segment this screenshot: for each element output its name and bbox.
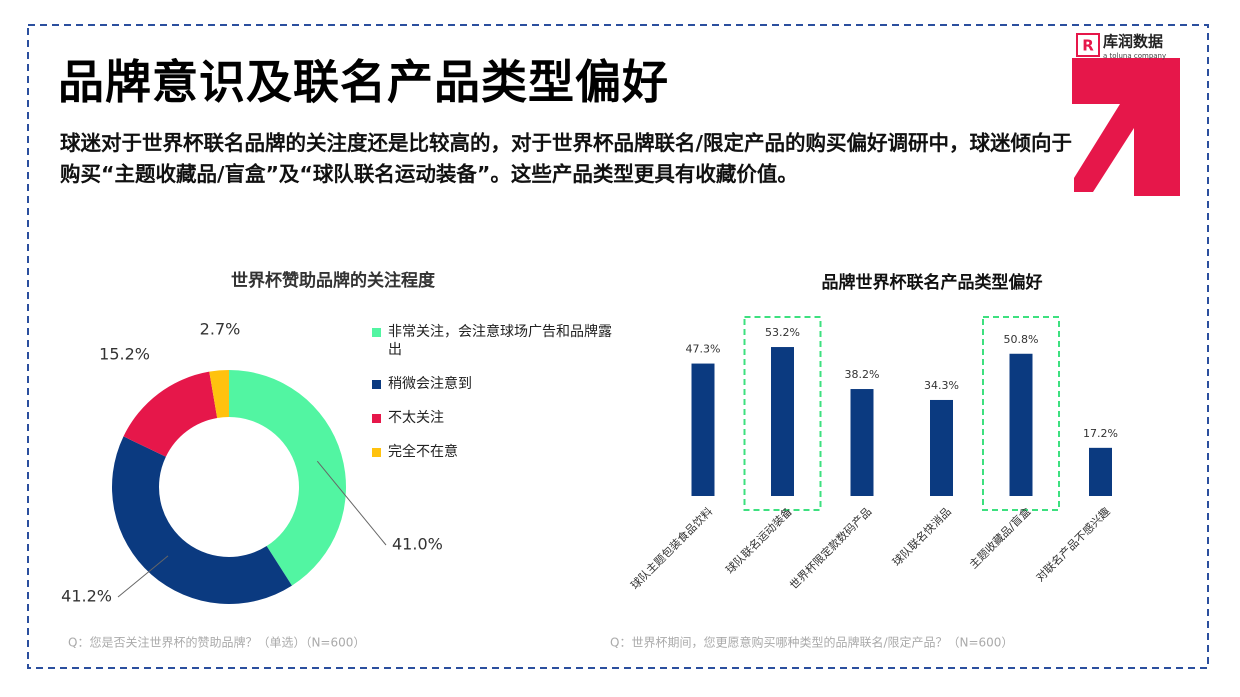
highlight-box: [982, 316, 1060, 511]
logo-arrow: [1072, 58, 1180, 196]
leader-line: [117, 555, 169, 598]
legend-label: 完全不在意: [388, 444, 458, 460]
data-label: 53.2%: [765, 326, 800, 339]
legend-entry: 完全不在意: [372, 443, 612, 461]
data-label: 50.8%: [1004, 333, 1039, 346]
data-label: 2.7%: [200, 320, 241, 339]
legend: 非常关注，会注意球场广告和品牌露出稍微会注意到 不太关注完全不在意: [372, 323, 612, 477]
legend-entry: 稍微会注意到: [372, 375, 612, 393]
data-label: 41.2%: [61, 587, 112, 606]
page-body: 球迷对于世界杯联名品牌的关注度还是比较高的，对于世界杯品牌联名/限定产品的购买偏…: [60, 131, 1072, 186]
legend-label: 不太关注: [388, 410, 444, 426]
highlight-box: [743, 316, 822, 511]
legend-entry: 非常关注，会注意球场广告和品牌露出: [372, 323, 612, 359]
legend-entry: 不太关注: [372, 409, 612, 427]
legend-swatch: [372, 380, 381, 389]
donut-segment: [229, 370, 347, 586]
footnote: Q：您是否关注世界杯的赞助品牌？（单选）（N=600）: [68, 635, 365, 650]
data-label: 47.3%: [686, 343, 721, 356]
data-label: 38.2%: [845, 368, 880, 381]
logo-icon: [1076, 33, 1100, 57]
x-tick-label: 对联名产品不感兴趣: [1033, 504, 1113, 584]
logo-name: 库润数据: [1103, 33, 1163, 51]
x-tick-label: 主题收藏品/盲盒: [966, 504, 1033, 571]
x-tick-label: 球队主题包装食品饮料: [628, 504, 716, 592]
legend-swatch: [372, 448, 381, 457]
bar: [1009, 353, 1033, 496]
data-label: 17.2%: [1083, 427, 1118, 440]
donut-segment: [111, 436, 292, 605]
bar: [1089, 447, 1112, 496]
bar: [771, 347, 794, 496]
frame: [27, 24, 1209, 669]
donut-segment: [123, 371, 218, 457]
x-tick-label: 球队联名快消品: [889, 504, 953, 568]
chart-title: 品牌世界杯联名产品类型偏好: [822, 272, 1043, 293]
bar: [930, 399, 953, 496]
leader-line: [316, 460, 387, 546]
data-label: 34.3%: [924, 379, 959, 392]
footnote: Q：世界杯期间，您更愿意购买哪种类型的品牌联名/限定产品？（N=600）: [610, 635, 1013, 650]
legend-label: 非常关注，会注意球场广告和品牌露出: [388, 324, 612, 358]
data-label: 15.2%: [99, 345, 150, 364]
bar: [850, 389, 874, 496]
legend-swatch: [372, 328, 381, 337]
legend-swatch: [372, 414, 381, 423]
data-label: 41.0%: [392, 535, 443, 554]
page-title: 品牌意识及联名产品类型偏好: [58, 55, 669, 109]
bar: [691, 363, 715, 496]
logo-tagline: a toluna company: [1103, 52, 1166, 60]
x-tick-label: 世界杯限定款数码产品: [787, 504, 875, 592]
donut-segment: [209, 370, 229, 419]
chart-title: 世界杯赞助品牌的关注程度: [231, 270, 436, 291]
x-tick-label: 球队联名运动装备: [723, 504, 795, 576]
logo-icon-letter: R: [1082, 37, 1094, 55]
legend-label: 稍微会注意到: [388, 376, 472, 392]
